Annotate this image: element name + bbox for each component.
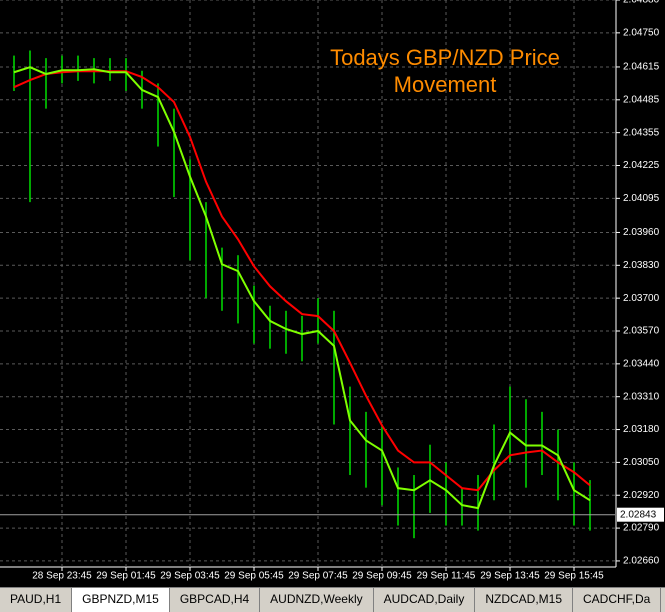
y-tick-label: 2.03310: [623, 391, 660, 402]
tab[interactable]: GBPCAD,H4: [170, 588, 261, 612]
y-tick-label: 2.02920: [623, 490, 660, 501]
x-tick-label: 29 Sep 07:45: [288, 571, 348, 582]
x-tick-label: 29 Sep 15:45: [544, 571, 604, 582]
y-tick-label: 2.04225: [623, 160, 660, 171]
tab-bar: PAUD,H1 GBPNZD,M15 GBPCAD,H4 AUDNZD,Weekly A…: [0, 587, 665, 612]
y-tick-label: 2.04095: [623, 193, 660, 204]
y-tick-label: 2.02790: [623, 523, 660, 534]
y-tick-label: 2.02660: [623, 556, 660, 567]
current-price-label: 2.02843: [620, 509, 657, 520]
chart-title: Todays GBP/NZD Price Movement: [330, 45, 560, 97]
tab[interactable]: AUDCAD,Daily: [374, 588, 476, 612]
y-tick-label: 2.03180: [623, 424, 660, 435]
ma-line: [13, 70, 591, 492]
tab[interactable]: GBPNZD,M15: [72, 588, 170, 612]
y-tick-label: 2.03700: [623, 293, 660, 304]
y-tick-label: 2.03440: [623, 358, 660, 369]
y-tick-label: 2.03570: [623, 326, 660, 337]
tab[interactable]: AUDNZD,Weekly: [260, 588, 374, 612]
x-tick-label: 28 Sep 23:45: [32, 571, 92, 582]
y-tick-label: 2.04615: [623, 62, 660, 73]
tab[interactable]: CADCHF,Da: [573, 588, 662, 612]
tab[interactable]: NZDCAD,M15: [475, 588, 574, 612]
x-tick-label: 29 Sep 05:45: [224, 571, 284, 582]
x-tick-label: 29 Sep 11:45: [417, 571, 476, 582]
tab[interactable]: PAUD,H1: [0, 588, 73, 612]
y-tick-label: 2.03830: [623, 260, 660, 271]
y-tick-label: 2.03050: [623, 457, 660, 468]
current-price-box: [617, 507, 664, 522]
x-tick-label: 29 Sep 01:45: [96, 571, 156, 582]
x-tick-label: 29 Sep 13:45: [480, 571, 540, 582]
x-tick-label: 29 Sep 09:45: [352, 571, 412, 582]
y-tick-label: 2.03960: [623, 227, 660, 238]
x-tick-label: 29 Sep 03:45: [160, 571, 220, 582]
y-tick-label: 2.04485: [623, 94, 660, 105]
y-tick-label: 2.04880: [623, 0, 660, 6]
y-tick-label: 2.04355: [623, 127, 660, 138]
y-tick-label: 2.04750: [623, 27, 660, 38]
ma-line: [13, 66, 591, 510]
chart: 2.02660 2.02790 2.02920 2.03050 2.03180 2.033…: [0, 0, 664, 582]
